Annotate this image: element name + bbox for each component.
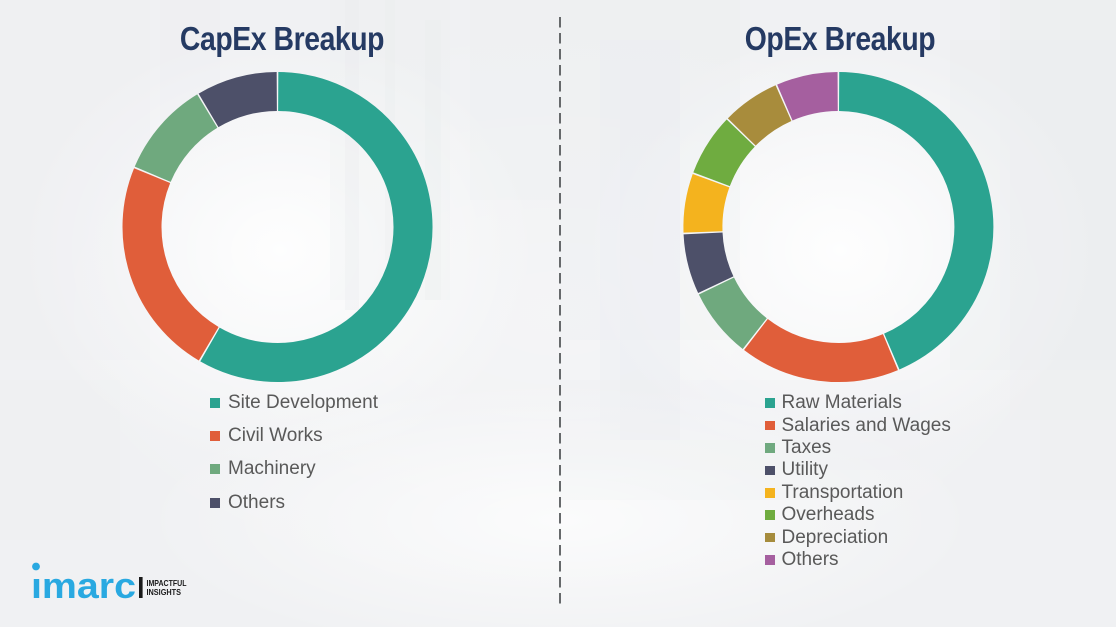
svg-text:INSIGHTS: INSIGHTS bbox=[147, 587, 182, 597]
svg-text:ımarc: ımarc bbox=[31, 565, 136, 606]
svg-text:IMPACTFUL: IMPACTFUL bbox=[147, 578, 187, 588]
